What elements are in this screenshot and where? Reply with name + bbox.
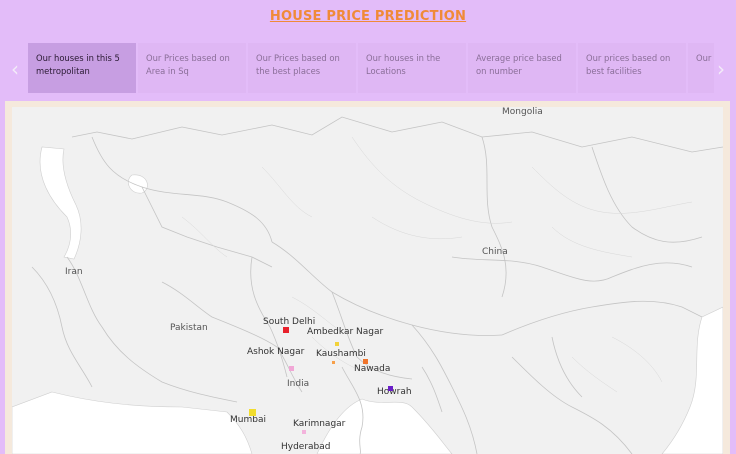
city-label-mumbai: Mumbai <box>230 415 266 425</box>
country-label-iran: Iran <box>65 267 83 277</box>
page-title: HOUSE PRICE PREDICTION <box>269 9 467 24</box>
map-frame: Mongolia China Iran Pakistan India South… <box>5 101 730 454</box>
story-tab-bar: Our houses in this 5 metropolitan Our Pr… <box>28 43 714 93</box>
tab-locations[interactable]: Our houses in the Locations <box>358 43 466 93</box>
city-label-ambedkar-nagar: Ambedkar Nagar <box>307 327 384 337</box>
tab-best-places[interactable]: Our Prices based on the best places <box>248 43 356 93</box>
tab-scroll-right-icon[interactable]: › <box>717 57 725 81</box>
map-view[interactable]: Mongolia China Iran Pakistan India South… <box>12 107 723 454</box>
city-label-howrah: Howrah <box>377 387 412 397</box>
city-label-ashok-nagar: Ashok Nagar <box>247 347 305 357</box>
map-basemap <box>12 116 723 454</box>
city-label-kaushambi: Kaushambi <box>316 349 366 359</box>
city-label-nawada: Nawada <box>354 364 391 374</box>
city-label-south-delhi: South Delhi <box>263 317 316 327</box>
tab-metropolitan[interactable]: Our houses in this 5 metropolitan <box>28 43 136 93</box>
location-marker-south-delhi[interactable] <box>283 327 289 333</box>
location-marker-kaushambi[interactable] <box>332 361 335 364</box>
country-label-india: India <box>287 379 310 389</box>
location-marker-ambedkar-nagar[interactable] <box>335 342 339 346</box>
location-marker-nawada[interactable] <box>363 359 368 364</box>
tab-scroll-left-icon[interactable]: ‹ <box>11 57 19 81</box>
city-label-hyderabad: Hyderabad <box>281 442 331 452</box>
tab-area-prices[interactable]: Our Prices based on Area in Sq <box>138 43 246 93</box>
tab-more[interactable]: Our houses based <box>688 43 714 93</box>
location-marker-howrah[interactable] <box>388 386 393 391</box>
country-label-china: China <box>482 247 508 257</box>
location-marker-mumbai[interactable] <box>249 409 256 416</box>
tab-average-price[interactable]: Average price based on number <box>468 43 576 93</box>
city-label-karimnagar: Karimnagar <box>293 419 346 429</box>
location-marker-ashok-nagar[interactable] <box>289 366 294 371</box>
country-label-mongolia: Mongolia <box>502 107 543 117</box>
country-label-pakistan: Pakistan <box>170 323 208 333</box>
location-marker-karimnagar[interactable] <box>302 430 306 434</box>
tab-facilities[interactable]: Our prices based on best facilities <box>578 43 686 93</box>
